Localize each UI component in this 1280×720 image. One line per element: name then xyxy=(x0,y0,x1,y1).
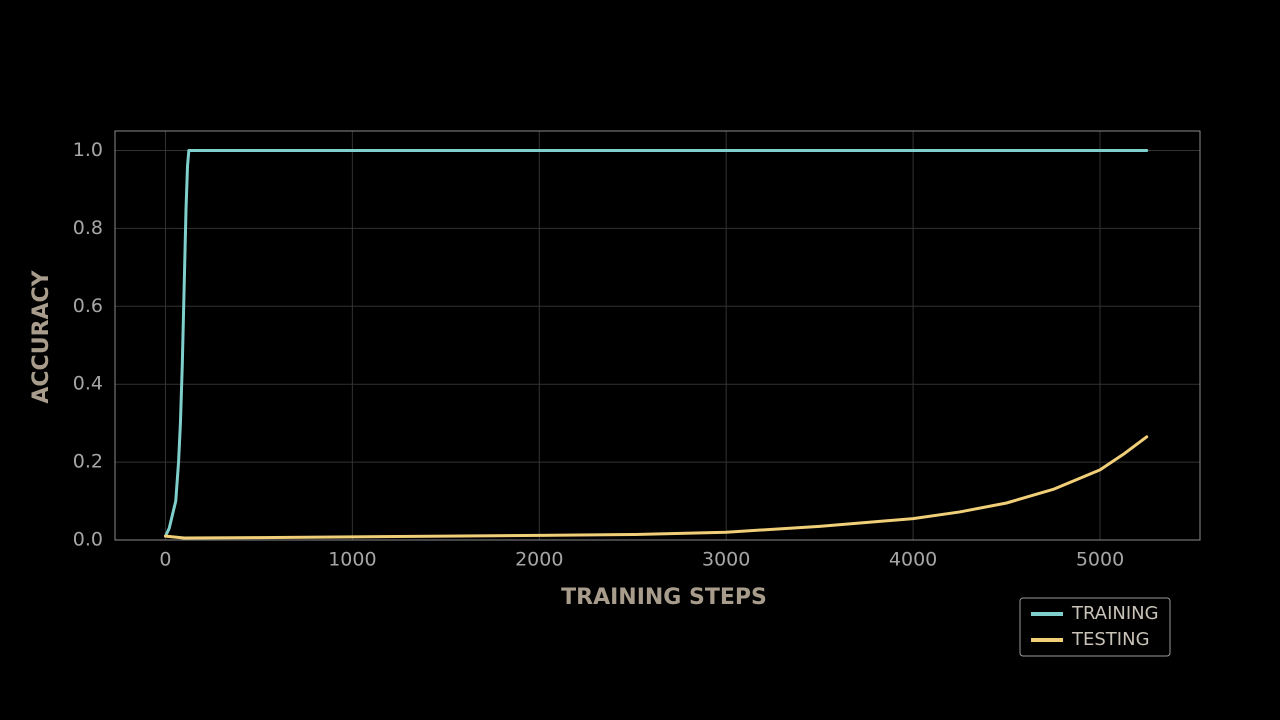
legend-label: TRAINING xyxy=(1071,603,1159,624)
y-tick-label: 0.2 xyxy=(73,451,103,473)
x-tick-label: 1000 xyxy=(328,549,376,571)
x-tick-label: 2000 xyxy=(515,549,563,571)
y-tick-label: 0.6 xyxy=(73,295,103,317)
x-tick-label: 5000 xyxy=(1076,549,1124,571)
x-tick-label: 4000 xyxy=(889,549,937,571)
series-line xyxy=(163,435,1149,540)
y-tick-label: 0.0 xyxy=(73,529,103,551)
y-tick-label: 0.8 xyxy=(73,217,103,239)
y-tick-label: 0.4 xyxy=(73,373,103,395)
legend-label: TESTING xyxy=(1071,629,1150,650)
x-axis-label: TRAINING STEPS xyxy=(561,585,767,610)
y-tick-label: 1.0 xyxy=(73,139,103,161)
y-axis-label: ACCURACY xyxy=(29,269,54,403)
plot-frame xyxy=(114,130,1201,541)
x-tick-label: 3000 xyxy=(702,549,750,571)
series-line xyxy=(163,148,1149,538)
x-tick-label: 0 xyxy=(159,549,171,571)
